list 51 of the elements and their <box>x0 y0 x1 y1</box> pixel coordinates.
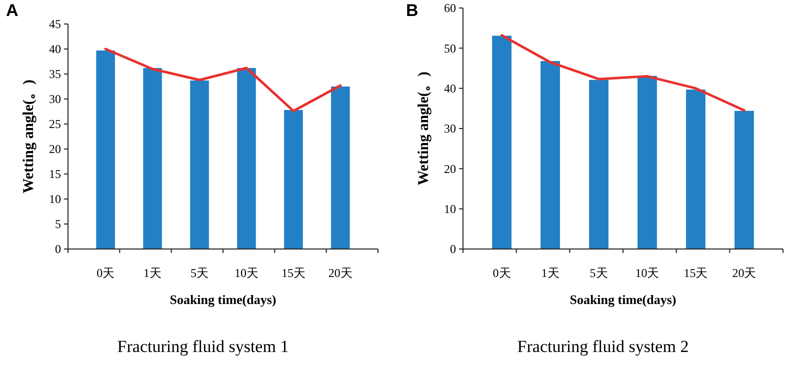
bar <box>638 76 657 249</box>
y-tick-label: 40 <box>49 42 61 56</box>
x-axis-title: Soaking time(days) <box>570 292 676 307</box>
x-tick-label: 15天 <box>684 266 708 280</box>
x-tick-label: 10天 <box>234 266 258 280</box>
text: Fracturing fluid system 2 <box>517 337 689 356</box>
x-tick-label: 0天 <box>96 266 115 280</box>
y-tick-label: 5 <box>55 217 61 232</box>
x-tick-label: 10天 <box>635 266 660 280</box>
x-tick-label: 1天 <box>541 266 560 280</box>
x-tick-label: 20天 <box>732 266 756 280</box>
bar <box>237 68 256 249</box>
y-tick-label: 0 <box>55 242 61 256</box>
x-axis-title: Soaking time(days) <box>170 292 276 307</box>
text: B <box>406 1 418 20</box>
bar <box>143 68 162 249</box>
x-tick-label: 1天 <box>144 266 162 280</box>
bar <box>589 80 608 249</box>
x-tick-label: 0天 <box>492 266 511 280</box>
y-tick-label: 40 <box>444 82 456 96</box>
x-tick-label: 20天 <box>328 266 352 280</box>
y-tick-label: 20 <box>444 162 456 176</box>
y-tick-label: 30 <box>444 122 456 136</box>
y-tick-label: 35 <box>49 67 61 82</box>
y-tick-label: 30 <box>49 92 61 106</box>
bar <box>284 110 303 249</box>
y-axis-title: Wetting angle(。) <box>21 80 37 194</box>
x-tick-label: 5天 <box>590 266 608 280</box>
y-tick-label: 15 <box>49 167 61 182</box>
y-tick-label: 10 <box>49 192 61 206</box>
bar <box>190 80 209 249</box>
bar <box>492 36 512 249</box>
bar <box>540 61 560 249</box>
x-tick-label: 5天 <box>190 266 209 280</box>
y-tick-label: 25 <box>49 117 61 132</box>
bar <box>686 90 706 249</box>
bar <box>331 86 350 249</box>
y-tick-label: 0 <box>450 242 456 256</box>
x-tick-label: 15天 <box>281 266 306 280</box>
y-tick-label: 60 <box>444 1 456 16</box>
y-axis-title: Wetting angle(。) <box>416 72 432 186</box>
y-tick-label: 20 <box>49 142 61 156</box>
y-tick-label: 45 <box>49 17 61 32</box>
line-series <box>500 34 746 112</box>
line-series <box>104 48 342 112</box>
text: A <box>6 1 18 20</box>
y-tick-label: 50 <box>444 41 456 56</box>
text: Fracturing fluid system 1 <box>117 337 289 356</box>
bar <box>96 50 115 249</box>
bar <box>734 110 754 249</box>
y-tick-label: 10 <box>444 202 456 216</box>
